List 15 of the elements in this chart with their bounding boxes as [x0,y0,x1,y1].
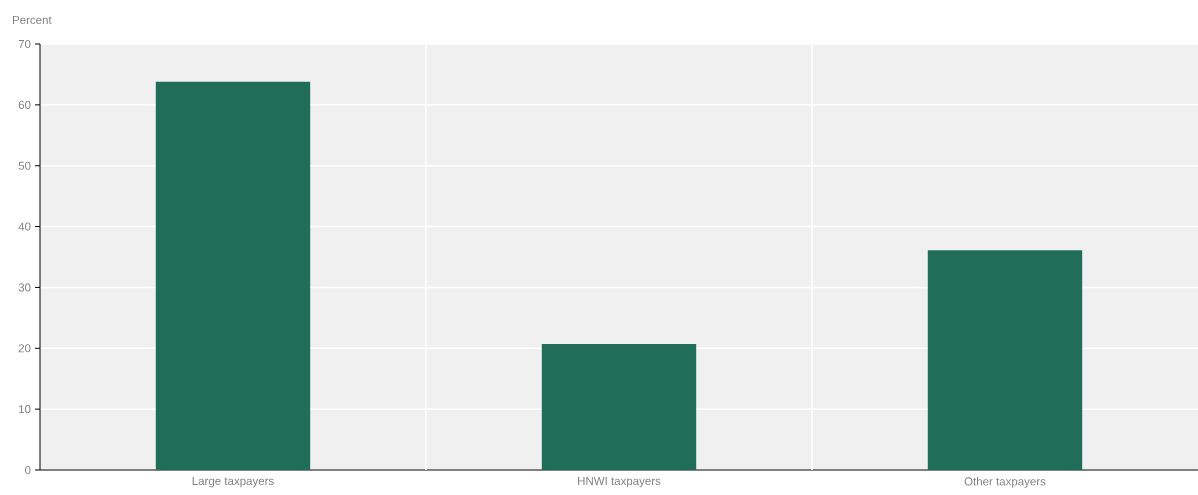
y-tick-label: 40 [18,222,31,231]
x-tick-label: Large taxpayers [192,477,274,488]
y-axis-title: Percent [12,15,52,24]
x-tick-label: Other taxpayers [964,477,1046,488]
y-tick-label: 20 [18,344,31,353]
y-tick-label: 10 [19,405,31,414]
x-tick-label: HNWI taxpayers [578,477,661,488]
y-tick-label: 30 [18,283,31,292]
y-tick-label: 70 [18,39,31,49]
bar [541,344,697,470]
y-tick-label: 0 [25,465,31,475]
bar [927,250,1083,470]
y-tick-label: 50 [18,161,31,170]
bar [155,81,311,470]
y-tick-label: 60 [18,100,31,109]
